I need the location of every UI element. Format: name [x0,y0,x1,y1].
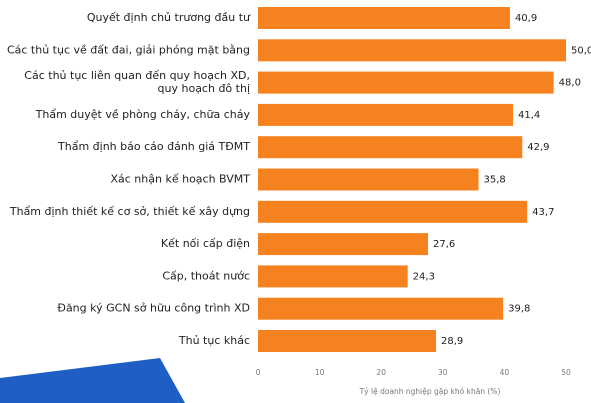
value-label: 48,0 [559,78,581,89]
x-tick-label: 30 [438,368,448,377]
bar [258,7,510,29]
bar [258,330,437,352]
category-label: Đăng ký GCN sở hữu công trình XD [57,302,250,315]
value-label: 50,0 [571,45,591,56]
category-label: Quyết định chủ trương đầu tư [87,11,251,24]
x-tick-label: 40 [500,368,510,377]
category-label: Thẩm định thiết kế cơ sở, thiết kế xây d… [9,205,250,218]
category-label: Các thủ tục liên quan đến quy hoạch XD, q… [24,69,250,95]
bar [258,200,528,223]
value-label: 39,8 [508,304,530,315]
bar [258,136,523,159]
category-label: Các thủ tục về đất đai, giải phóng mặt b… [7,43,250,56]
bar [258,39,566,62]
value-label: 35,8 [484,175,506,186]
bar [258,103,514,126]
bar [258,168,479,191]
x-tick-label: 10 [315,368,325,377]
category-label: Xác nhận kế hoạch BVMT [110,173,250,186]
x-tick-label: 20 [376,368,386,377]
x-tick-label: 0 [256,368,261,377]
decoration [0,358,185,403]
bar [258,71,554,94]
value-label: 41,4 [518,110,540,121]
category-label: Thủ tục khác [178,334,250,347]
x-tick-label: 50 [561,368,571,377]
category-label: Thẩm duyệt về phòng cháy, chữa cháy [35,108,251,121]
value-label: 27,6 [433,239,455,250]
category-label: Thẩm định báo cáo đánh giá TĐMT [57,140,250,153]
value-label: 24,3 [413,271,435,282]
value-label: 28,9 [441,336,463,347]
value-label: 43,7 [532,207,554,218]
category-label: Cấp, thoát nước [162,269,250,282]
category-label: Kết nối cấp điện [161,237,250,250]
bar [258,233,429,256]
x-axis-label: Tỷ lệ doanh nghiệp gặp khó khăn (%) [359,387,501,396]
bar [258,265,408,288]
value-label: 42,9 [527,142,549,153]
value-label: 40,9 [515,13,537,24]
bar [258,297,504,320]
